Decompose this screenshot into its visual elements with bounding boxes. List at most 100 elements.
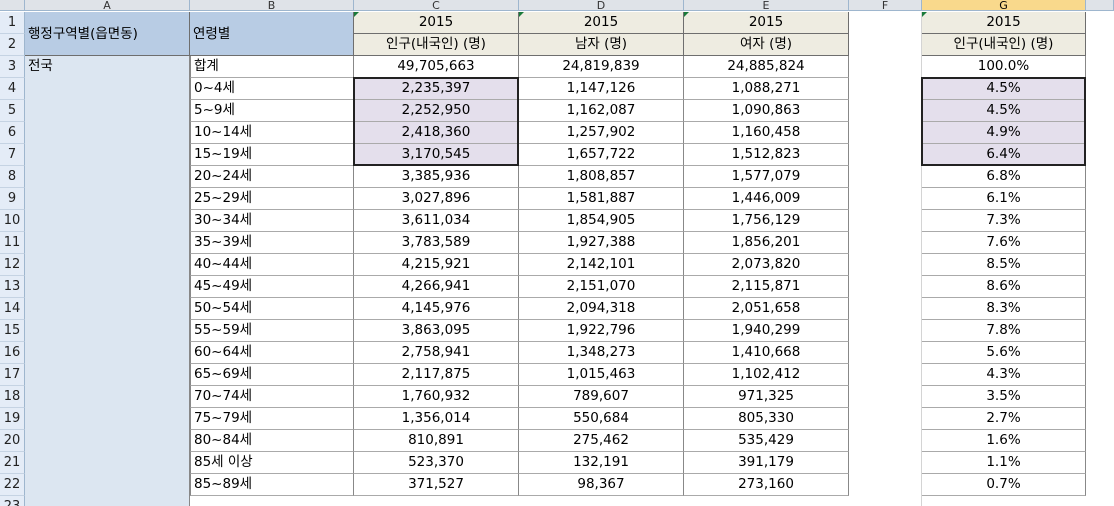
percent-cell[interactable]: 7.6% [922, 232, 1086, 254]
age-cell[interactable]: 45~49세 [190, 276, 354, 298]
percent-cell[interactable]: 1.1% [922, 452, 1086, 474]
row-header-11[interactable]: 11 [0, 232, 25, 254]
column-header-f[interactable]: F [849, 0, 922, 11]
male-cell[interactable]: 2,142,101 [519, 254, 684, 276]
percent-cell[interactable]: 2.7% [922, 408, 1086, 430]
female-cell[interactable]: 1,940,299 [684, 320, 849, 342]
row-header-9[interactable]: 9 [0, 188, 25, 210]
column-header-next[interactable] [1086, 0, 1114, 11]
percent-cell[interactable]: 1.6% [922, 430, 1086, 452]
female-cell[interactable]: 1,410,668 [684, 342, 849, 364]
row-header-2[interactable]: 2 [0, 34, 25, 56]
total-cell[interactable]: 1,760,932 [354, 386, 519, 408]
total-cell[interactable]: 4,266,941 [354, 276, 519, 298]
male-cell[interactable]: 1,257,902 [519, 122, 684, 144]
female-cell[interactable]: 2,051,658 [684, 298, 849, 320]
female-cell[interactable]: 805,330 [684, 408, 849, 430]
male-cell[interactable]: 1,657,722 [519, 144, 684, 166]
age-cell[interactable]: 15~19세 [190, 144, 354, 166]
male-cell[interactable]: 1,162,087 [519, 100, 684, 122]
female-cell[interactable]: 1,088,271 [684, 78, 849, 100]
percent-cell[interactable]: 7.8% [922, 320, 1086, 342]
row-header-6[interactable]: 6 [0, 122, 25, 144]
column-header-g[interactable]: G [922, 0, 1086, 11]
row-header-5[interactable]: 5 [0, 100, 25, 122]
male-cell[interactable]: 550,684 [519, 408, 684, 430]
row-header-7[interactable]: 7 [0, 144, 25, 166]
male-cell[interactable]: 132,191 [519, 452, 684, 474]
age-cell[interactable]: 35~39세 [190, 232, 354, 254]
age-cell[interactable]: 85~89세 [190, 474, 354, 496]
percent-cell[interactable]: 3.5% [922, 386, 1086, 408]
age-cell[interactable]: 75~79세 [190, 408, 354, 430]
male-cell[interactable]: 1,854,905 [519, 210, 684, 232]
total-cell[interactable]: 810,891 [354, 430, 519, 452]
total-cell[interactable]: 1,356,014 [354, 408, 519, 430]
female-cell[interactable]: 1,102,412 [684, 364, 849, 386]
header-sub-g[interactable]: 인구(내국인) (명) [922, 34, 1086, 56]
male-cell[interactable]: 1,922,796 [519, 320, 684, 342]
age-cell[interactable]: 55~59세 [190, 320, 354, 342]
male-cell[interactable]: 2,151,070 [519, 276, 684, 298]
row-header-14[interactable]: 14 [0, 298, 25, 320]
percent-cell[interactable]: 6.1% [922, 188, 1086, 210]
header-year-e[interactable]: 2015 [684, 12, 849, 34]
age-cell[interactable]: 25~29세 [190, 188, 354, 210]
female-cell[interactable]: 535,429 [684, 430, 849, 452]
male-cell[interactable]: 1,147,126 [519, 78, 684, 100]
row-header-18[interactable]: 18 [0, 386, 25, 408]
male-cell[interactable]: 1,015,463 [519, 364, 684, 386]
percent-cell[interactable]: 7.3% [922, 210, 1086, 232]
percent-cell[interactable]: 8.6% [922, 276, 1086, 298]
select-all-corner[interactable] [0, 0, 25, 11]
female-cell[interactable]: 1,856,201 [684, 232, 849, 254]
female-cell[interactable]: 2,115,871 [684, 276, 849, 298]
age-cell[interactable]: 합계 [190, 56, 354, 78]
row-header-10[interactable]: 10 [0, 210, 25, 232]
age-cell[interactable]: 30~34세 [190, 210, 354, 232]
age-cell[interactable]: 70~74세 [190, 386, 354, 408]
female-cell[interactable]: 1,446,009 [684, 188, 849, 210]
total-cell[interactable]: 2,758,941 [354, 342, 519, 364]
male-cell[interactable]: 24,819,839 [519, 56, 684, 78]
total-cell[interactable]: 3,385,936 [354, 166, 519, 188]
age-cell[interactable]: 80~84세 [190, 430, 354, 452]
row-header-21[interactable]: 21 [0, 452, 25, 474]
row-header-15[interactable]: 15 [0, 320, 25, 342]
total-cell[interactable]: 3,027,896 [354, 188, 519, 210]
region-label[interactable]: 전국 [28, 58, 53, 74]
age-cell[interactable]: 85세 이상 [190, 452, 354, 474]
row-header-17[interactable]: 17 [0, 364, 25, 386]
header-region[interactable]: 행정구역별(읍면동) [25, 12, 190, 56]
percent-cell[interactable]: 6.8% [922, 166, 1086, 188]
male-cell[interactable]: 1,808,857 [519, 166, 684, 188]
age-cell[interactable]: 60~64세 [190, 342, 354, 364]
female-cell[interactable]: 24,885,824 [684, 56, 849, 78]
female-cell[interactable]: 391,179 [684, 452, 849, 474]
percent-cell[interactable]: 100.0% [922, 56, 1086, 78]
total-cell[interactable]: 4,145,976 [354, 298, 519, 320]
row-header-20[interactable]: 20 [0, 430, 25, 452]
age-cell[interactable]: 65~69세 [190, 364, 354, 386]
total-cell[interactable]: 4,215,921 [354, 254, 519, 276]
column-header-b[interactable]: B [190, 0, 354, 11]
column-header-e[interactable]: E [684, 0, 849, 11]
percent-cell[interactable]: 8.3% [922, 298, 1086, 320]
column-header-c[interactable]: C [354, 0, 519, 11]
male-cell[interactable]: 789,607 [519, 386, 684, 408]
age-cell[interactable]: 40~44세 [190, 254, 354, 276]
total-cell[interactable]: 2,235,397 [354, 78, 519, 100]
percent-cell[interactable]: 8.5% [922, 254, 1086, 276]
row-header-13[interactable]: 13 [0, 276, 25, 298]
female-cell[interactable]: 1,160,458 [684, 122, 849, 144]
header-year-g[interactable]: 2015 [922, 12, 1086, 34]
female-cell[interactable]: 1,512,823 [684, 144, 849, 166]
percent-cell[interactable]: 0.7% [922, 474, 1086, 496]
female-cell[interactable]: 1,577,079 [684, 166, 849, 188]
total-cell[interactable]: 371,527 [354, 474, 519, 496]
header-year-c[interactable]: 2015 [354, 12, 519, 34]
header-sub-e[interactable]: 여자 (명) [684, 34, 849, 56]
female-cell[interactable]: 1,090,863 [684, 100, 849, 122]
male-cell[interactable]: 1,927,388 [519, 232, 684, 254]
total-cell[interactable]: 2,117,875 [354, 364, 519, 386]
